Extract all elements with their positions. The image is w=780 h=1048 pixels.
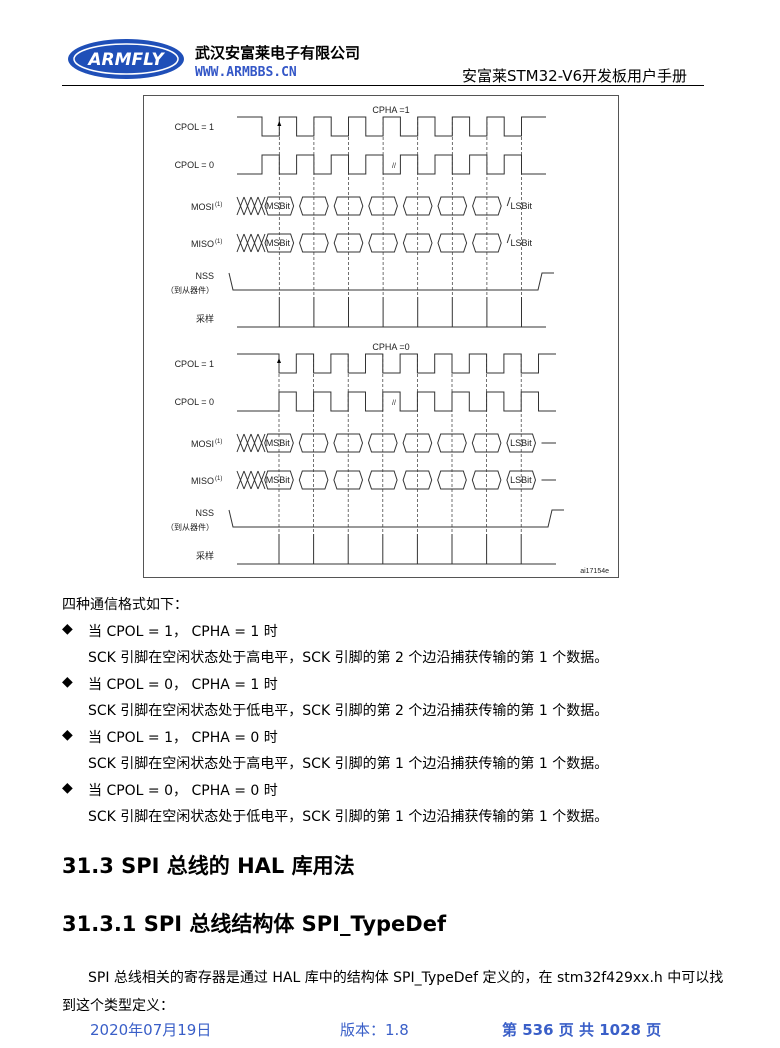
mosi-data-trace	[264, 196, 511, 216]
superscript: (1)	[215, 439, 222, 445]
clock-cpol1-trace	[237, 353, 556, 374]
miso-msbit-label: MSBit	[266, 238, 291, 248]
clock-cpol0-trace	[237, 391, 556, 412]
footer-date: 2020年07月19日	[90, 1021, 212, 1039]
mosi-data-trace	[264, 433, 537, 453]
company-name: 武汉安富莱电子有限公司	[195, 44, 361, 62]
paragraph-line-1: SPI 总线相关的寄存器是通过 HAL 库中的结构体 SPI_TypeDef 定…	[88, 970, 724, 986]
nss-trace	[228, 272, 554, 291]
signal-label: MOSI	[191, 202, 214, 212]
bullet-icon: ◆	[62, 621, 73, 637]
miso-undefined-hatch	[236, 233, 266, 253]
miso-undefined-hatch	[236, 470, 266, 490]
header-divider	[62, 85, 704, 86]
mosi-lsbit-label: LSBit	[510, 438, 532, 448]
cpha-title: CPHA =0	[372, 342, 409, 352]
format-item-desc: SCK 引脚在空闲状态处于低电平，SCK 引脚的第 1 个边沿捕获传输的第 1 …	[88, 809, 609, 825]
format-item-title: 当 CPOL = 0， CPHA = 1 时	[88, 677, 278, 693]
nss-sub-label: （到从器件）	[166, 522, 214, 532]
break-mark: //	[392, 163, 396, 170]
figure-id: ai17154e	[580, 568, 609, 575]
svg-text:ARMFLY: ARMFLY	[86, 50, 165, 70]
section-heading: 31.3 SPI 总线的 HAL 库用法	[62, 854, 355, 878]
spi-timing-diagram: CPHA =1 CPOL = 1 CPOL = 0 MOSI (1) MISO (1) NSS…	[143, 95, 619, 578]
mosi-msbit-label: MSBit	[266, 201, 291, 211]
subsection-heading: 31.3.1 SPI 总线结构体 SPI_TypeDef	[62, 912, 447, 936]
bullet-icon: ◆	[62, 674, 73, 690]
nss-label: NSS	[195, 271, 214, 281]
signal-label: MISO	[191, 476, 214, 486]
signal-label: CPOL = 0	[175, 397, 214, 407]
miso-data-trace	[264, 470, 537, 490]
format-item-title: 当 CPOL = 1， CPHA = 1 时	[88, 624, 278, 640]
footer-version: 版本：1.8	[340, 1021, 409, 1039]
mosi-undefined-hatch	[236, 433, 266, 453]
mosi-msbit-label: MSBit	[266, 438, 291, 448]
format-item-title: 当 CPOL = 1， CPHA = 0 时	[88, 730, 278, 746]
signal-label: MOSI	[191, 439, 214, 449]
intro-text: 四种通信格式如下：	[62, 597, 188, 613]
format-item-desc: SCK 引脚在空闲状态处于高电平，SCK 引脚的第 2 个边沿捕获传输的第 1 …	[88, 650, 609, 666]
format-item-title: 当 CPOL = 0， CPHA = 0 时	[88, 783, 278, 799]
edge-arrow-icon	[277, 358, 281, 363]
miso-msbit-label: MSBit	[266, 475, 291, 485]
nss-sub-label: （到从器件）	[166, 285, 214, 295]
footer-page-number: 第 536 页 共 1028 页	[502, 1021, 662, 1039]
superscript: (1)	[215, 239, 222, 245]
signal-label: CPOL = 0	[175, 160, 214, 170]
clock-cpol1-trace	[237, 116, 546, 137]
manual-title: 安富莱STM32-V6开发板用户手册	[462, 67, 688, 85]
signal-label: CPOL = 1	[175, 359, 214, 369]
break-mark: //	[392, 400, 396, 407]
superscript: (1)	[215, 202, 222, 208]
cpha-title: CPHA =1	[372, 105, 409, 115]
signal-label: MISO	[191, 239, 214, 249]
edge-arrow-icon	[277, 121, 282, 126]
sample-label: 采样	[196, 550, 214, 561]
bullet-icon: ◆	[62, 727, 73, 743]
nss-trace	[228, 509, 564, 528]
superscript: (1)	[215, 476, 222, 482]
bullet-icon: ◆	[62, 780, 73, 796]
paragraph-line-2: 到这个类型定义：	[62, 998, 174, 1014]
signal-label: CPOL = 1	[175, 122, 214, 132]
website-link[interactable]: WWW.ARMBBS.CN	[195, 65, 297, 80]
nss-label: NSS	[195, 508, 214, 518]
sample-label: 采样	[196, 313, 214, 324]
mosi-lsbit-label: LSBit	[510, 201, 532, 211]
format-item-desc: SCK 引脚在空闲状态处于高电平，SCK 引脚的第 1 个边沿捕获传输的第 1 …	[88, 756, 609, 772]
miso-data-trace	[264, 233, 511, 253]
format-item-desc: SCK 引脚在空闲状态处于低电平，SCK 引脚的第 2 个边沿捕获传输的第 1 …	[88, 703, 609, 719]
armfly-logo: ARMFLY	[68, 39, 184, 79]
mosi-undefined-hatch	[236, 196, 266, 216]
